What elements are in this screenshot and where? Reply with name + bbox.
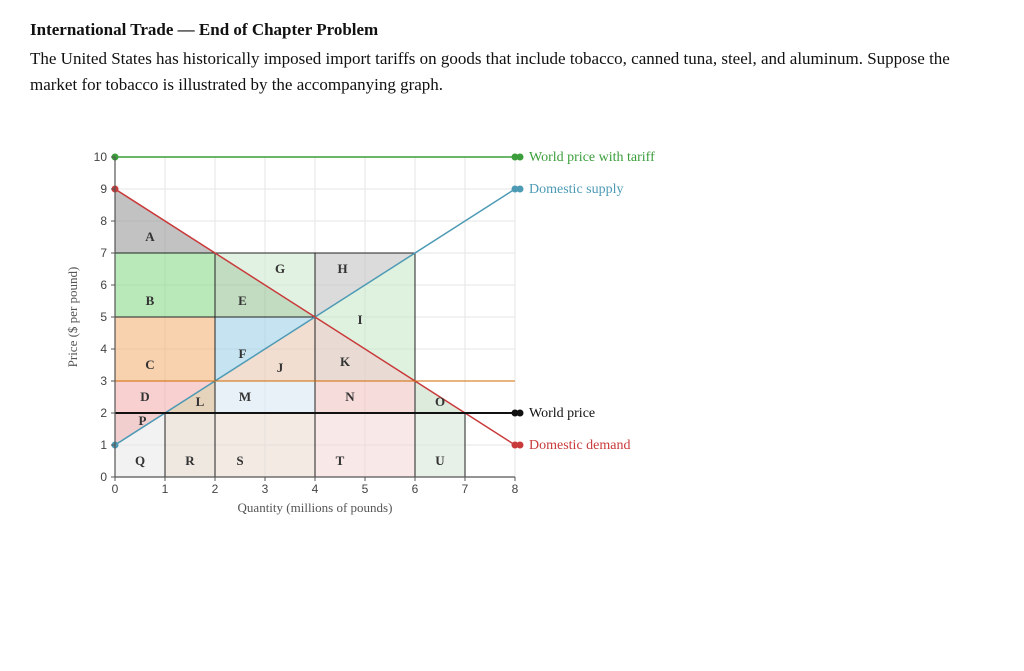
x-tick-label: 6 [412,482,419,496]
y-axis-label: Price ($ per pound) [65,267,80,368]
legend-dot-supply [517,186,524,193]
region-label-Q: Q [135,453,145,468]
x-tick-label: 8 [512,482,519,496]
y-tick-label: 0 [100,470,107,484]
region-label-R: R [185,453,195,468]
x-tick-label: 3 [262,482,269,496]
region-label-L: L [196,394,205,409]
region-label-E: E [238,293,247,308]
region-B [115,253,215,317]
region-label-T: T [336,453,345,468]
y-tick-label: 7 [100,246,107,260]
y-tick-label: 10 [94,150,108,164]
y-tick-label: 4 [100,342,107,356]
legend-label-demand: Domestic demand [529,438,630,453]
y-tick-label: 6 [100,278,107,292]
region-M [215,381,315,413]
region-N [315,381,415,413]
y-tick-label: 5 [100,310,107,324]
legend-dot-demand [517,442,524,449]
region-label-P: P [139,413,147,428]
x-tick-label: 7 [462,482,469,496]
region-label-A: A [145,229,155,244]
region-S [215,413,315,477]
legend-dot-wprice [517,410,524,417]
x-axis-label: Quantity (millions of pounds) [238,500,393,515]
region-label-I: I [357,312,362,327]
y-tick-label: 8 [100,214,107,228]
region-label-M: M [239,389,251,404]
x-tick-label: 0 [112,482,119,496]
y-tick-label: 2 [100,406,107,420]
chart-container: A B C D E F G H I J K L M N O P Q R S T U 0 1 2 3 4 5 6 7 8 0 1 2 3 4 5 6 7 8 9… [60,137,994,537]
x-tick-label: 2 [212,482,219,496]
problem-text: The United States has historically impos… [30,46,994,97]
region-label-F: F [239,346,247,361]
region-label-U: U [435,453,445,468]
region-label-B: B [146,293,155,308]
region-label-G: G [275,261,285,276]
y-tick-label: 9 [100,182,107,196]
legend-label-supply: Domestic supply [529,182,624,197]
region-label-C: C [145,357,154,372]
x-tick-label: 1 [162,482,169,496]
x-tick-label: 4 [312,482,319,496]
region-label-H: H [337,261,347,276]
region-label-O: O [435,394,445,409]
x-tick-label: 5 [362,482,369,496]
region-label-K: K [340,354,351,369]
region-T [315,413,415,477]
econ-chart: A B C D E F G H I J K L M N O P Q R S T U 0 1 2 3 4 5 6 7 8 0 1 2 3 4 5 6 7 8 9… [60,137,705,532]
y-tick-label: 3 [100,374,107,388]
region-label-J: J [277,360,284,375]
legend-label-tariff: World price with tariff [529,150,655,165]
legend-label-wprice: World price [529,406,595,421]
region-C [115,317,215,381]
page-title: International Trade — End of Chapter Pro… [30,20,994,40]
legend-dot-tariff [517,154,524,161]
y-tick-label: 1 [100,438,107,452]
region-label-D: D [140,389,149,404]
region-label-N: N [345,389,355,404]
region-label-S: S [236,453,243,468]
